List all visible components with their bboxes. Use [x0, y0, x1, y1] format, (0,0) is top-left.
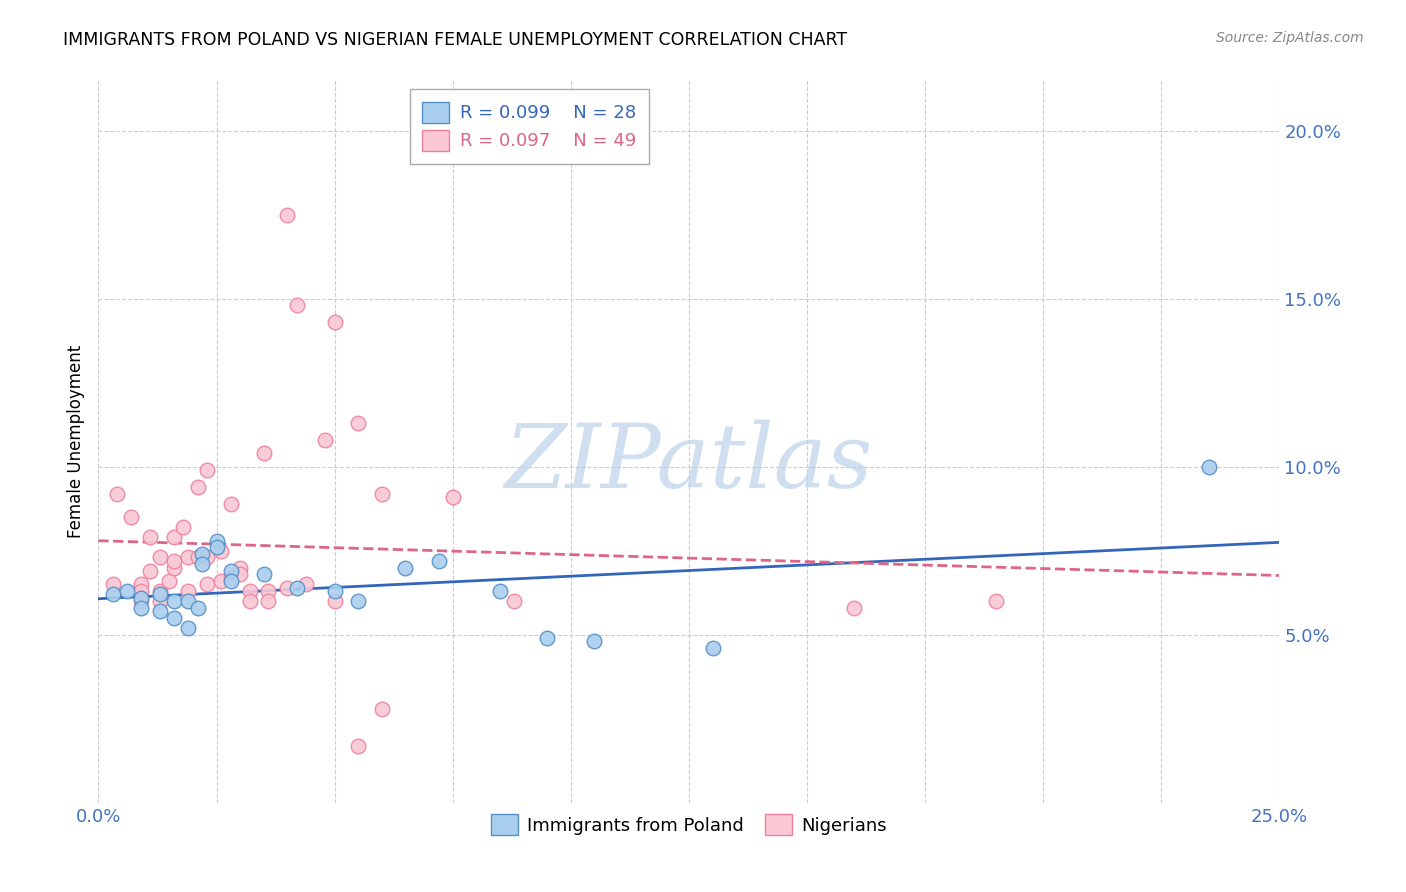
Point: [489, 584, 512, 599]
Point: [702, 641, 724, 656]
Point: [347, 594, 370, 608]
Text: ZIPatlas: ZIPatlas: [505, 420, 873, 507]
Point: [229, 560, 252, 574]
Point: [503, 594, 526, 608]
Point: [139, 564, 162, 578]
Point: [149, 594, 172, 608]
Point: [441, 490, 464, 504]
Point: [195, 550, 218, 565]
Point: [239, 584, 262, 599]
Point: [187, 550, 209, 565]
Point: [129, 594, 152, 608]
Point: [187, 480, 209, 494]
Point: [1198, 459, 1220, 474]
Point: [314, 433, 336, 447]
Point: [195, 577, 218, 591]
Legend: Immigrants from Poland, Nigerians: Immigrants from Poland, Nigerians: [482, 805, 896, 845]
Point: [371, 702, 394, 716]
Point: [129, 600, 152, 615]
Point: [149, 604, 172, 618]
Text: IMMIGRANTS FROM POLAND VS NIGERIAN FEMALE UNEMPLOYMENT CORRELATION CHART: IMMIGRANTS FROM POLAND VS NIGERIAN FEMAL…: [63, 31, 848, 49]
Point: [285, 298, 308, 312]
Point: [177, 584, 200, 599]
Point: [205, 541, 228, 555]
Point: [101, 577, 124, 591]
Point: [844, 600, 866, 615]
Point: [101, 587, 124, 601]
Point: [984, 594, 1007, 608]
Y-axis label: Female Unemployment: Female Unemployment: [66, 345, 84, 538]
Point: [253, 446, 276, 460]
Point: [191, 547, 214, 561]
Point: [219, 571, 242, 585]
Point: [105, 486, 128, 500]
Point: [177, 550, 200, 565]
Point: [257, 594, 280, 608]
Point: [163, 594, 186, 608]
Point: [536, 631, 558, 645]
Point: [172, 520, 194, 534]
Point: [347, 739, 370, 753]
Point: [115, 584, 138, 599]
Point: [371, 486, 394, 500]
Point: [347, 416, 370, 430]
Point: [149, 587, 172, 601]
Text: Source: ZipAtlas.com: Source: ZipAtlas.com: [1216, 31, 1364, 45]
Point: [253, 567, 276, 582]
Point: [295, 577, 318, 591]
Point: [209, 543, 232, 558]
Point: [187, 600, 209, 615]
Point: [191, 558, 214, 572]
Point: [121, 510, 143, 524]
Point: [323, 584, 346, 599]
Point: [394, 560, 416, 574]
Point: [323, 315, 346, 329]
Point: [177, 594, 200, 608]
Point: [157, 574, 180, 588]
Point: [163, 530, 186, 544]
Point: [229, 567, 252, 582]
Point: [583, 634, 606, 648]
Point: [163, 554, 186, 568]
Point: [129, 591, 152, 605]
Point: [163, 611, 186, 625]
Point: [209, 574, 232, 588]
Point: [139, 530, 162, 544]
Point: [285, 581, 308, 595]
Point: [276, 208, 298, 222]
Point: [163, 560, 186, 574]
Point: [257, 584, 280, 599]
Point: [205, 533, 228, 548]
Point: [129, 584, 152, 599]
Point: [149, 584, 172, 599]
Point: [276, 581, 298, 595]
Point: [239, 594, 262, 608]
Point: [219, 564, 242, 578]
Point: [219, 574, 242, 588]
Point: [323, 594, 346, 608]
Point: [427, 554, 450, 568]
Point: [129, 577, 152, 591]
Point: [219, 497, 242, 511]
Point: [195, 463, 218, 477]
Point: [149, 550, 172, 565]
Point: [177, 621, 200, 635]
